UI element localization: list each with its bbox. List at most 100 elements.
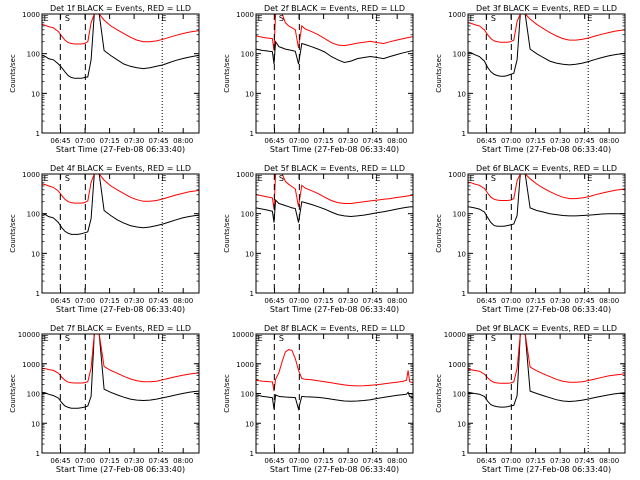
x-tick-label: 07:15 [99,297,119,305]
x-tick-label: 07:45 [149,297,169,305]
x-tick-label: 07:00 [501,137,521,145]
x-tick-label: 07:30 [550,297,570,305]
x-tick-label: 06:45 [264,137,284,145]
x-tick-label: 07:30 [550,137,570,145]
x-tick-label: 07:45 [575,137,595,145]
x-tick-label: 07:45 [363,137,383,145]
e-marker: E [375,174,380,183]
y-axis-label: Counts/sec [435,374,443,413]
e-marker: E [470,174,475,183]
plot-frame [41,333,200,454]
y-axis-label: Counts/sec [223,214,231,253]
panel-title: Det 8f BLACK = Events, RED = LLD [264,324,405,333]
lld-series-line [42,334,199,384]
lld-series-line [256,14,413,51]
x-tick-label: 08:00 [599,137,619,145]
x-tick-label: 07:30 [338,297,358,305]
y-tick-label: 100 [241,211,254,219]
y-tick-label: 1000 [448,11,466,19]
x-axis-label: Start Time (27-Feb-08 06:33:40) [56,465,185,474]
y-tick-label: 1 [250,450,254,458]
y-tick-label: 10000 [232,331,254,339]
y-axis-label: Counts/sec [9,54,17,93]
x-tick-label: 07:30 [124,297,144,305]
x-tick-label: 07:30 [124,457,144,465]
y-tick-label: 1000 [236,11,254,19]
plot-frame [41,13,200,134]
x-tick-label: 08:00 [173,457,193,465]
lld-series-line [42,174,199,204]
x-tick-label: 07:30 [124,137,144,145]
events-series-line [256,40,413,65]
s-marker: S [491,174,496,183]
events-series-line [468,14,625,77]
y-tick-label: 10 [457,250,466,258]
x-tick-label: 08:00 [387,457,407,465]
events-series-line [42,14,199,79]
y-tick-label: 100 [241,51,254,59]
s-marker: S [279,174,284,183]
e-marker: E [587,174,592,183]
events-series-line [42,334,199,409]
x-tick-label: 07:00 [75,297,95,305]
y-tick-label: 1000 [22,171,40,179]
y-tick-label: 1 [36,130,40,138]
s-marker: S [491,334,496,343]
x-tick-label: 07:00 [501,457,521,465]
y-axis-label: Counts/sec [223,374,231,413]
x-tick-label: 08:00 [173,297,193,305]
panel-title: Det 6f BLACK = Events, RED = LLD [476,164,617,173]
events-series-line [468,334,625,408]
y-tick-label: 10 [245,90,254,98]
x-tick-label: 06:45 [50,297,70,305]
plot-frame [255,333,414,454]
y-axis-label: Counts/sec [223,54,231,93]
y-tick-label: 1 [250,290,254,298]
y-tick-label: 100 [453,211,466,219]
e-marker: E [258,174,263,183]
plot-frame [255,173,414,294]
y-tick-label: 10000 [18,331,40,339]
events-series-line [256,198,413,223]
x-tick-label: 07:00 [75,457,95,465]
x-tick-label: 08:00 [599,297,619,305]
y-tick-label: 1 [36,450,40,458]
x-tick-label: 07:00 [289,137,309,145]
y-tick-label: 100 [27,211,40,219]
x-tick-label: 07:00 [289,297,309,305]
x-tick-label: 07:00 [289,457,309,465]
x-tick-label: 06:45 [476,457,496,465]
y-tick-label: 10 [245,420,254,428]
x-tick-label: 07:45 [149,137,169,145]
x-tick-label: 07:45 [575,457,595,465]
x-tick-label: 08:00 [387,137,407,145]
plot-frame [467,173,626,294]
x-tick-label: 07:15 [313,457,333,465]
panel-title: Det 3f BLACK = Events, RED = LLD [476,4,617,13]
e-marker: E [161,174,166,183]
y-tick-label: 1000 [22,11,40,19]
y-tick-label: 10 [457,90,466,98]
x-tick-label: 07:45 [363,457,383,465]
panel-title: Det 7f BLACK = Events, RED = LLD [50,324,191,333]
x-axis-label: Start Time (27-Feb-08 06:33:40) [482,145,611,154]
x-axis-label: Start Time (27-Feb-08 06:33:40) [482,305,611,314]
y-tick-label: 1 [36,290,40,298]
y-tick-label: 100 [453,391,466,399]
x-tick-label: 07:00 [75,137,95,145]
y-tick-label: 10 [457,420,466,428]
y-tick-label: 1000 [236,361,254,369]
x-tick-label: 07:15 [525,137,545,145]
y-tick-label: 100 [27,391,40,399]
e-marker: E [258,334,263,343]
x-tick-label: 08:00 [387,297,407,305]
s-marker: S [491,14,496,23]
x-tick-label: 06:45 [476,137,496,145]
